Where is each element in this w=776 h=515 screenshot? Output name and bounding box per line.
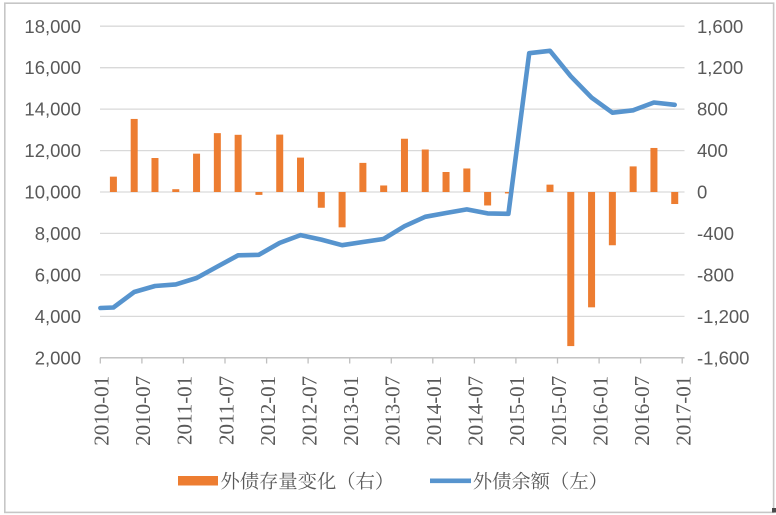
svg-text:2015-01: 2015-01 [505,376,529,446]
svg-text:800: 800 [697,99,728,120]
svg-text:2011-07: 2011-07 [214,376,238,445]
svg-text:12,000: 12,000 [24,140,81,161]
svg-text:2012-01: 2012-01 [256,376,280,446]
svg-text:10,000: 10,000 [24,182,81,203]
svg-text:2014-01: 2014-01 [422,376,446,446]
svg-text:0: 0 [697,182,707,203]
svg-text:-1,200: -1,200 [697,306,749,327]
svg-text:14,000: 14,000 [24,99,81,120]
svg-text:2010-07: 2010-07 [131,376,155,446]
svg-text:6,000: 6,000 [35,265,81,286]
svg-text:2014-07: 2014-07 [464,376,488,446]
svg-text:2016-01: 2016-01 [588,376,612,446]
svg-text:-800: -800 [697,265,734,286]
svg-text:18,000: 18,000 [24,16,81,37]
svg-text:1,600: 1,600 [697,16,743,37]
svg-text:400: 400 [697,140,728,161]
svg-text:2012-07: 2012-07 [297,376,321,446]
svg-text:4,000: 4,000 [35,306,81,327]
svg-text:2,000: 2,000 [35,347,81,368]
svg-text:2013-07: 2013-07 [381,376,405,446]
svg-text:-400: -400 [697,223,734,244]
svg-text:2017-01: 2017-01 [672,376,696,446]
svg-text:2015-07: 2015-07 [547,376,571,446]
svg-text:16,000: 16,000 [24,57,81,78]
svg-text:1,200: 1,200 [697,57,743,78]
svg-text:2013-01: 2013-01 [339,376,363,446]
svg-text:2016-07: 2016-07 [630,376,654,446]
svg-text:2010-01: 2010-01 [90,376,114,446]
svg-text:8,000: 8,000 [35,223,81,244]
svg-text:-1,600: -1,600 [697,347,749,368]
svg-text:2011-01: 2011-01 [173,376,197,445]
